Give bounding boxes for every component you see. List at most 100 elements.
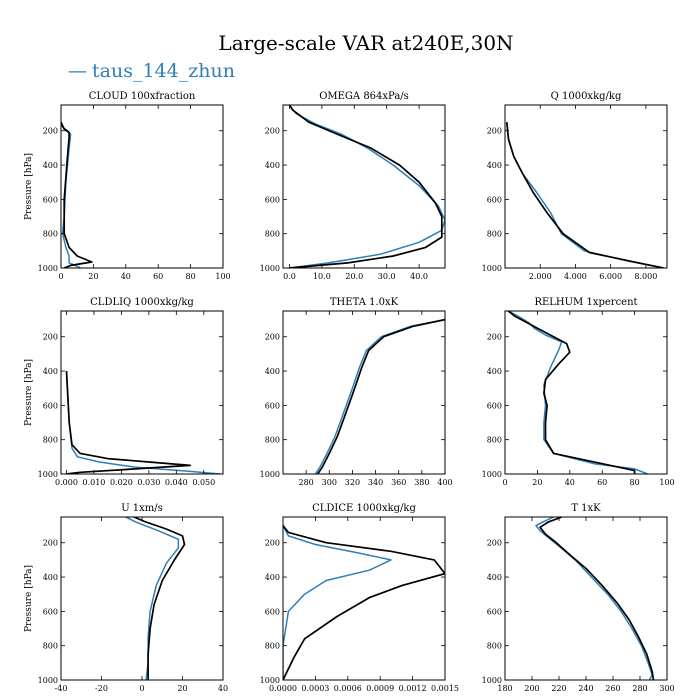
x-tick-label: 0.0009 (366, 684, 394, 693)
x-tick-label: 8.000 (634, 272, 657, 281)
panel-title: CLDICE 1000xkg/kg (312, 503, 416, 514)
y-tick-label: 600 (43, 607, 58, 616)
plot-frame (282, 516, 446, 681)
x-tick-label: 6.000 (599, 272, 622, 281)
y-tick-label: 1000 (482, 264, 502, 273)
x-tick-label: 100 (659, 478, 674, 487)
x-tick-label: 340 (368, 478, 383, 487)
x-tick-label: 2.000 (529, 272, 552, 281)
x-tick-label: 0.040 (165, 478, 188, 487)
y-tick-label: 600 (43, 195, 58, 204)
y-tick-label: 1000 (38, 470, 58, 479)
series-line-2 (507, 311, 636, 474)
y-tick-label: 400 (487, 161, 502, 170)
y-tick-label: 800 (43, 436, 58, 445)
x-tick-label: 280 (299, 478, 314, 487)
plot-frame (282, 310, 446, 475)
x-tick-label: 0.020 (110, 478, 133, 487)
x-tick-label: 380 (414, 478, 429, 487)
y-tick-label: 400 (265, 367, 280, 376)
x-tick-label: 10.0 (313, 272, 331, 281)
chart-panel-6: RELHUM 1xpercent 0 20 40 60 80 100 200 400 600 800… (482, 297, 675, 487)
chart-panel-7: U 1xm/s -40 -20 0 20 40 200 400 600 800 1000 Pressu… (24, 503, 228, 693)
x-tick-label: 0 (502, 478, 507, 487)
y-tick-label: 1000 (38, 264, 58, 273)
panel-title: U 1xm/s (121, 503, 163, 514)
y-tick-label: 1000 (260, 264, 280, 273)
x-tick-label: 20.0 (345, 272, 363, 281)
x-tick-label: 40 (121, 272, 131, 281)
x-tick-label: 320 (345, 478, 360, 487)
series-line-2 (133, 517, 186, 680)
y-tick-label: 200 (43, 333, 58, 342)
x-tick-label: 400 (437, 478, 452, 487)
x-tick-label: 40 (218, 684, 228, 693)
figure-title: Large-scale VAR at240E,30N (218, 31, 513, 55)
x-tick-label: 300 (659, 684, 674, 693)
legend-label: taus_144_zhun (92, 60, 235, 82)
x-tick-label: 80 (630, 478, 640, 487)
panel-title: CLDLIQ 1000xkg/kg (90, 297, 194, 308)
y-tick-label: 600 (265, 401, 280, 410)
series-line-1 (314, 318, 445, 474)
chart-panel-1: CLOUD 100xfraction 0 20 40 60 80 100 200 400 600 8… (24, 91, 231, 281)
panel-title: OMEGA 864xPa/s (319, 91, 409, 102)
series-line-1 (65, 371, 221, 474)
y-tick-label: 800 (43, 642, 58, 651)
y-tick-label: 800 (487, 230, 502, 239)
x-tick-label: 0.0003 (301, 684, 329, 693)
x-tick-label: 20 (532, 478, 542, 487)
series-line-2 (316, 318, 445, 474)
y-tick-label: 400 (487, 573, 502, 582)
y-tick-label: 800 (487, 436, 502, 445)
y-tick-label: 600 (487, 401, 502, 410)
y-axis-label: Pressure [hPa] (24, 153, 34, 220)
chart-panel-9: T 1xK 180 200 220 240 260 280 300 200 400 600 800 10… (482, 503, 675, 693)
plot-frame (504, 104, 668, 269)
y-tick-label: 200 (265, 333, 280, 342)
y-tick-label: 400 (43, 573, 58, 582)
x-tick-label: 20 (177, 684, 187, 693)
series-line-2 (539, 517, 655, 680)
y-tick-label: 1000 (38, 676, 58, 685)
y-tick-label: 200 (265, 127, 280, 136)
chart-panel-4: CLDLIQ 1000xkg/kg 0.000 0.010 0.020 0.030 0.0… (24, 297, 224, 487)
y-tick-label: 600 (487, 195, 502, 204)
x-tick-label: 0.0015 (431, 684, 459, 693)
x-tick-label: 40.0 (410, 272, 428, 281)
plot-frame (504, 310, 668, 475)
x-tick-label: 0.0 (283, 272, 296, 281)
x-tick-label: 0.0006 (334, 684, 362, 693)
y-tick-label: 1000 (260, 470, 280, 479)
series-line-2 (283, 525, 445, 680)
y-tick-label: 800 (487, 642, 502, 651)
x-tick-label: 200 (524, 684, 539, 693)
chart-panel-5: THETA 1.0xK 280 300 320 340 360 380 400 200 400 60… (260, 297, 453, 487)
y-tick-label: 400 (487, 367, 502, 376)
x-tick-label: 0.000 (55, 478, 78, 487)
y-tick-label: 600 (265, 607, 280, 616)
y-tick-label: 600 (43, 401, 58, 410)
y-tick-label: 200 (43, 539, 58, 548)
panel-title: Q 1000xkg/kg (551, 91, 622, 102)
legend-symbol: — (68, 60, 87, 82)
y-tick-label: 200 (265, 539, 280, 548)
chart-panel-3: Q 1000xkg/kg 2.000 4.000 6.000 8.000 200 400 60… (482, 91, 668, 281)
y-tick-label: 400 (265, 161, 280, 170)
x-tick-label: 220 (551, 684, 566, 693)
series-line-1 (507, 311, 648, 474)
y-tick-label: 200 (43, 127, 58, 136)
series-line-2 (288, 105, 443, 268)
y-tick-label: 400 (265, 573, 280, 582)
x-tick-label: 240 (578, 684, 593, 693)
plot-frame (60, 310, 224, 475)
plot-frame (504, 516, 668, 681)
x-tick-label: 180 (497, 684, 512, 693)
x-tick-label: 360 (391, 478, 406, 487)
x-tick-label: 4.000 (564, 272, 587, 281)
y-axis-label: Pressure [hPa] (24, 565, 34, 632)
y-tick-label: 1000 (260, 676, 280, 685)
series-line-1 (506, 122, 664, 268)
y-tick-label: 600 (265, 195, 280, 204)
